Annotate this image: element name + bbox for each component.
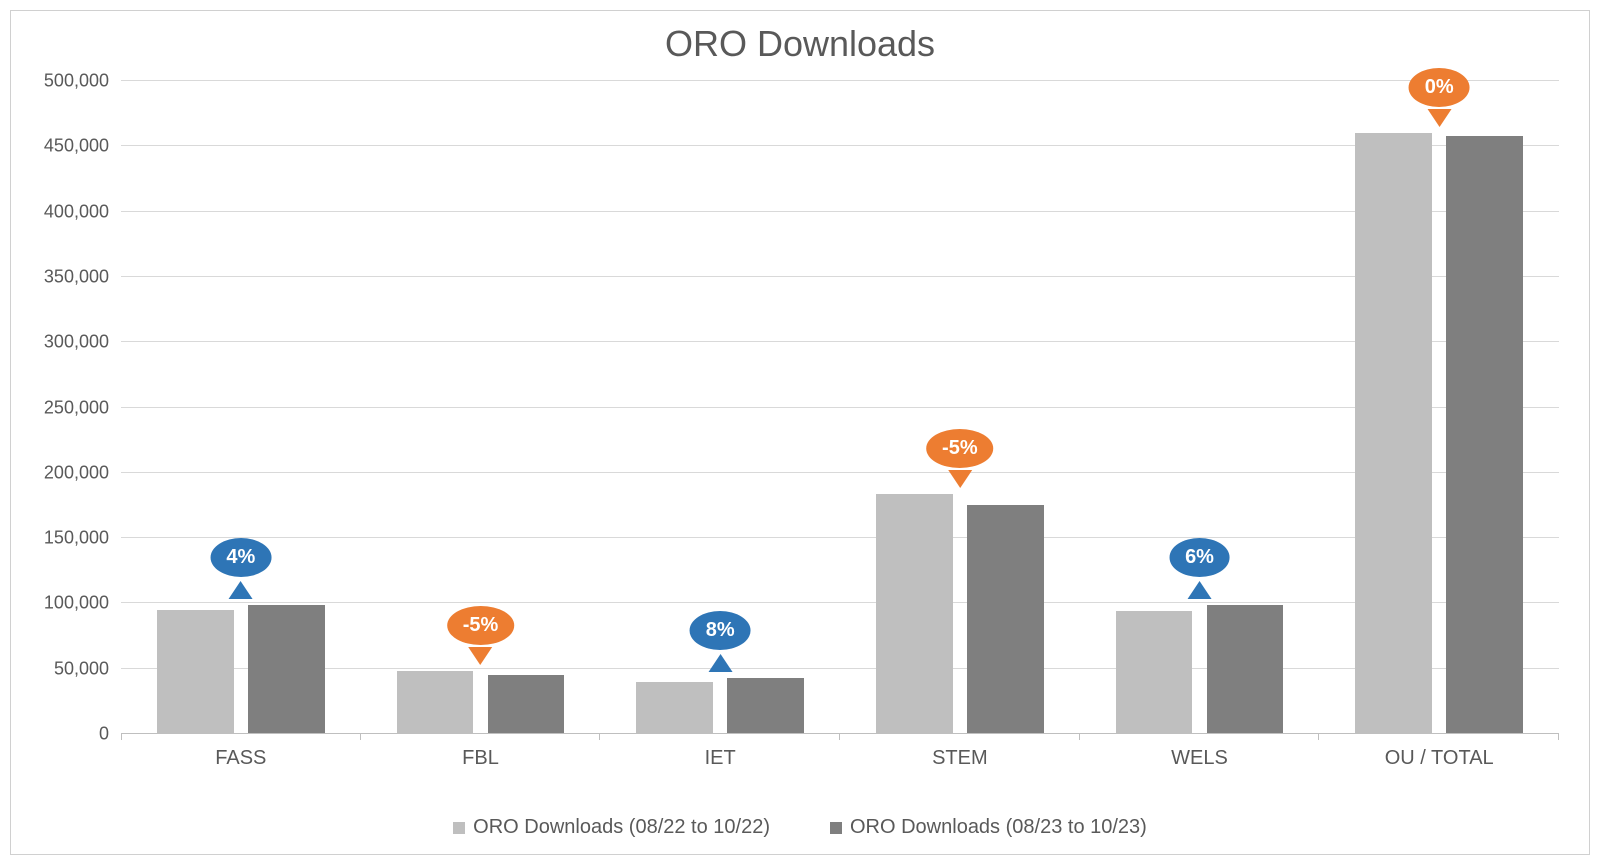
- y-tick-label: 250,000: [9, 397, 109, 418]
- callout-label: 6%: [1169, 538, 1230, 577]
- bar: [248, 605, 325, 734]
- bar-group: -5%: [840, 81, 1080, 734]
- bar: [1355, 133, 1432, 734]
- bar-group: -5%: [361, 81, 601, 734]
- bar: [157, 610, 234, 734]
- bar: [488, 675, 565, 734]
- callout-label: -5%: [447, 606, 515, 645]
- legend-swatch: [453, 822, 465, 834]
- callout: 0%: [1409, 68, 1470, 127]
- callout: 8%: [690, 611, 751, 672]
- legend-item: ORO Downloads (08/23 to 10/23): [830, 816, 1147, 839]
- x-tick-label: STEM: [840, 739, 1080, 779]
- callout: -5%: [447, 606, 515, 665]
- arrow-up-icon: [1188, 581, 1212, 599]
- bar-group: 6%: [1080, 81, 1320, 734]
- bar: [1207, 605, 1284, 734]
- chart-title: ORO Downloads: [11, 11, 1589, 65]
- x-axis-line: [121, 733, 1559, 734]
- arrow-down-icon: [1427, 109, 1451, 127]
- bars-area: 4% -5% 8% -5% 6% 0%: [121, 81, 1559, 734]
- y-tick-label: 300,000: [9, 332, 109, 353]
- callout-label: 4%: [210, 538, 271, 577]
- callout-label: 8%: [690, 611, 751, 650]
- y-tick-label: 100,000: [9, 593, 109, 614]
- callout: 4%: [210, 538, 271, 599]
- x-tick-label: OU / TOTAL: [1319, 739, 1559, 779]
- bar: [967, 505, 1044, 734]
- y-tick-label: 400,000: [9, 201, 109, 222]
- legend-swatch: [830, 822, 842, 834]
- bar: [1446, 136, 1523, 734]
- bar-group: 8%: [600, 81, 840, 734]
- y-axis: 050,000100,000150,000200,000250,000300,0…: [11, 81, 121, 734]
- plot-area: 4% -5% 8% -5% 6% 0%: [121, 81, 1559, 734]
- callout: -5%: [926, 429, 994, 488]
- x-tick-label: FBL: [361, 739, 601, 779]
- bar-group: 0%: [1319, 81, 1559, 734]
- y-tick-label: 150,000: [9, 528, 109, 549]
- y-tick-label: 450,000: [9, 136, 109, 157]
- y-tick-label: 200,000: [9, 462, 109, 483]
- bar: [727, 678, 804, 734]
- bar: [1116, 611, 1193, 734]
- y-tick-label: 350,000: [9, 266, 109, 287]
- callout-label: -5%: [926, 429, 994, 468]
- legend: ORO Downloads (08/22 to 10/22) ORO Downlo…: [11, 816, 1589, 839]
- x-tick-label: FASS: [121, 739, 361, 779]
- legend-item: ORO Downloads (08/22 to 10/22): [453, 816, 770, 839]
- arrow-up-icon: [229, 581, 253, 599]
- arrow-down-icon: [948, 470, 972, 488]
- arrow-down-icon: [468, 647, 492, 665]
- x-tick-label: WELS: [1080, 739, 1320, 779]
- x-axis-labels: FASSFBLIETSTEMWELSOU / TOTAL: [121, 739, 1559, 779]
- y-tick-label: 0: [9, 724, 109, 745]
- arrow-up-icon: [708, 654, 732, 672]
- bar: [876, 494, 953, 734]
- callout: 6%: [1169, 538, 1230, 599]
- callout-label: 0%: [1409, 68, 1470, 107]
- bar-group: 4%: [121, 81, 361, 734]
- bar: [397, 671, 474, 734]
- legend-label: ORO Downloads (08/23 to 10/23): [850, 816, 1147, 839]
- bar: [636, 682, 713, 734]
- chart-container: ORO Downloads 0 50,000 100,000 150,000 200,0…: [10, 10, 1590, 855]
- x-tick-label: IET: [600, 739, 840, 779]
- y-tick-label: 50,000: [9, 658, 109, 679]
- y-tick-label: 500,000: [9, 71, 109, 92]
- legend-label: ORO Downloads (08/22 to 10/22): [473, 816, 770, 839]
